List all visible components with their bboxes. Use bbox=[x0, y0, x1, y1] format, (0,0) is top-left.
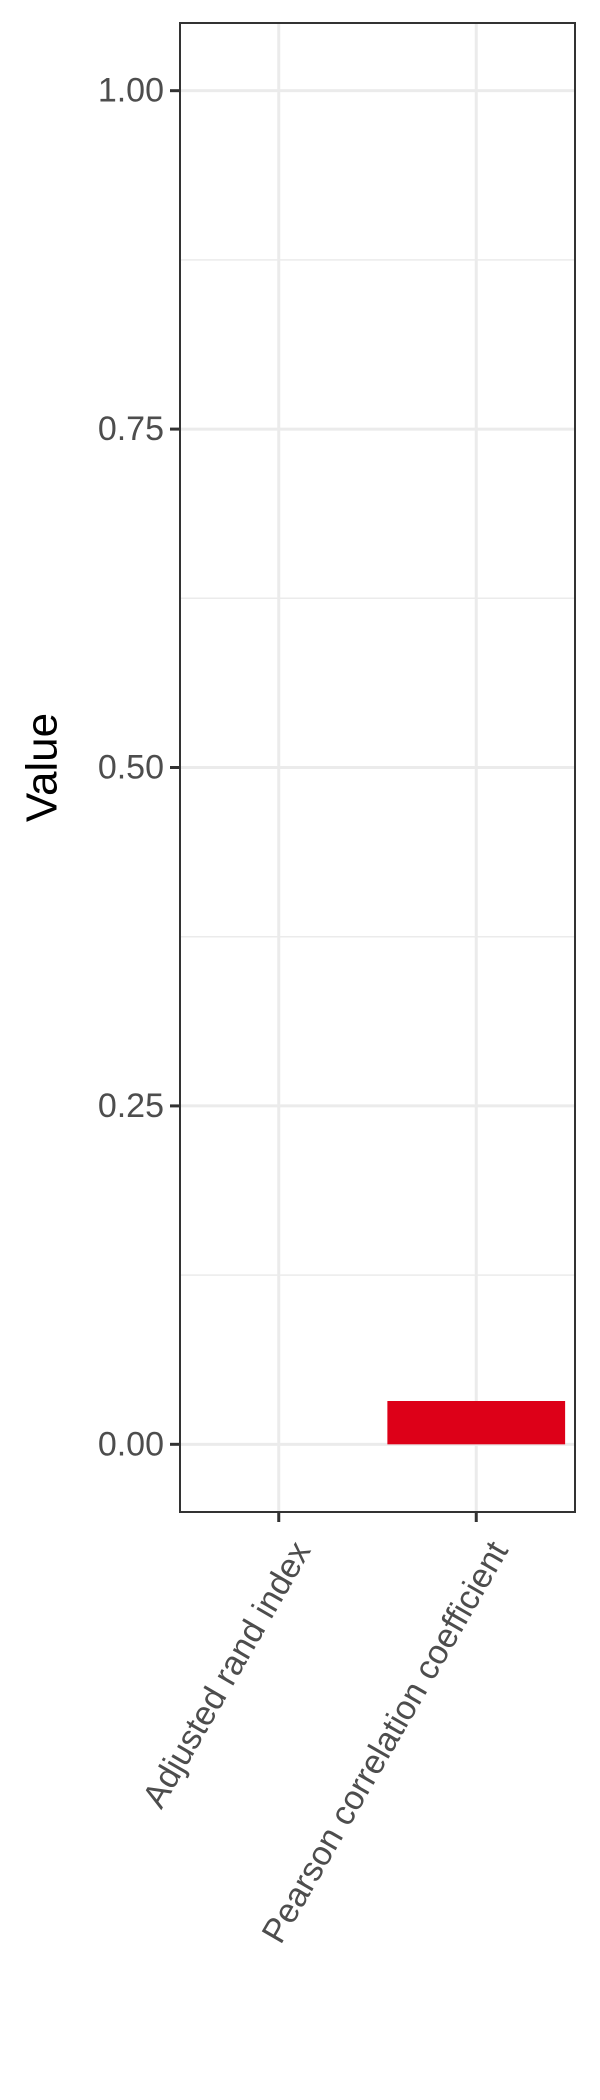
x-tick-label: Adjusted rand index bbox=[135, 1535, 318, 1814]
y-tick-label: 0.50 bbox=[98, 749, 164, 787]
y-tick-label: 0.00 bbox=[98, 1425, 164, 1463]
y-axis: 0.00 0.25 0.50 0.75 1.00 bbox=[98, 72, 180, 1463]
y-tick-label: 0.75 bbox=[98, 410, 164, 448]
bar bbox=[387, 1401, 566, 1445]
plot-panel bbox=[179, 22, 576, 1513]
y-tick-label: 1.00 bbox=[98, 72, 164, 110]
y-axis-title: Value bbox=[18, 713, 67, 822]
x-tick-label: Pearson correlation coefficient bbox=[255, 1535, 517, 1950]
y-tick-label: 0.25 bbox=[98, 1087, 164, 1125]
